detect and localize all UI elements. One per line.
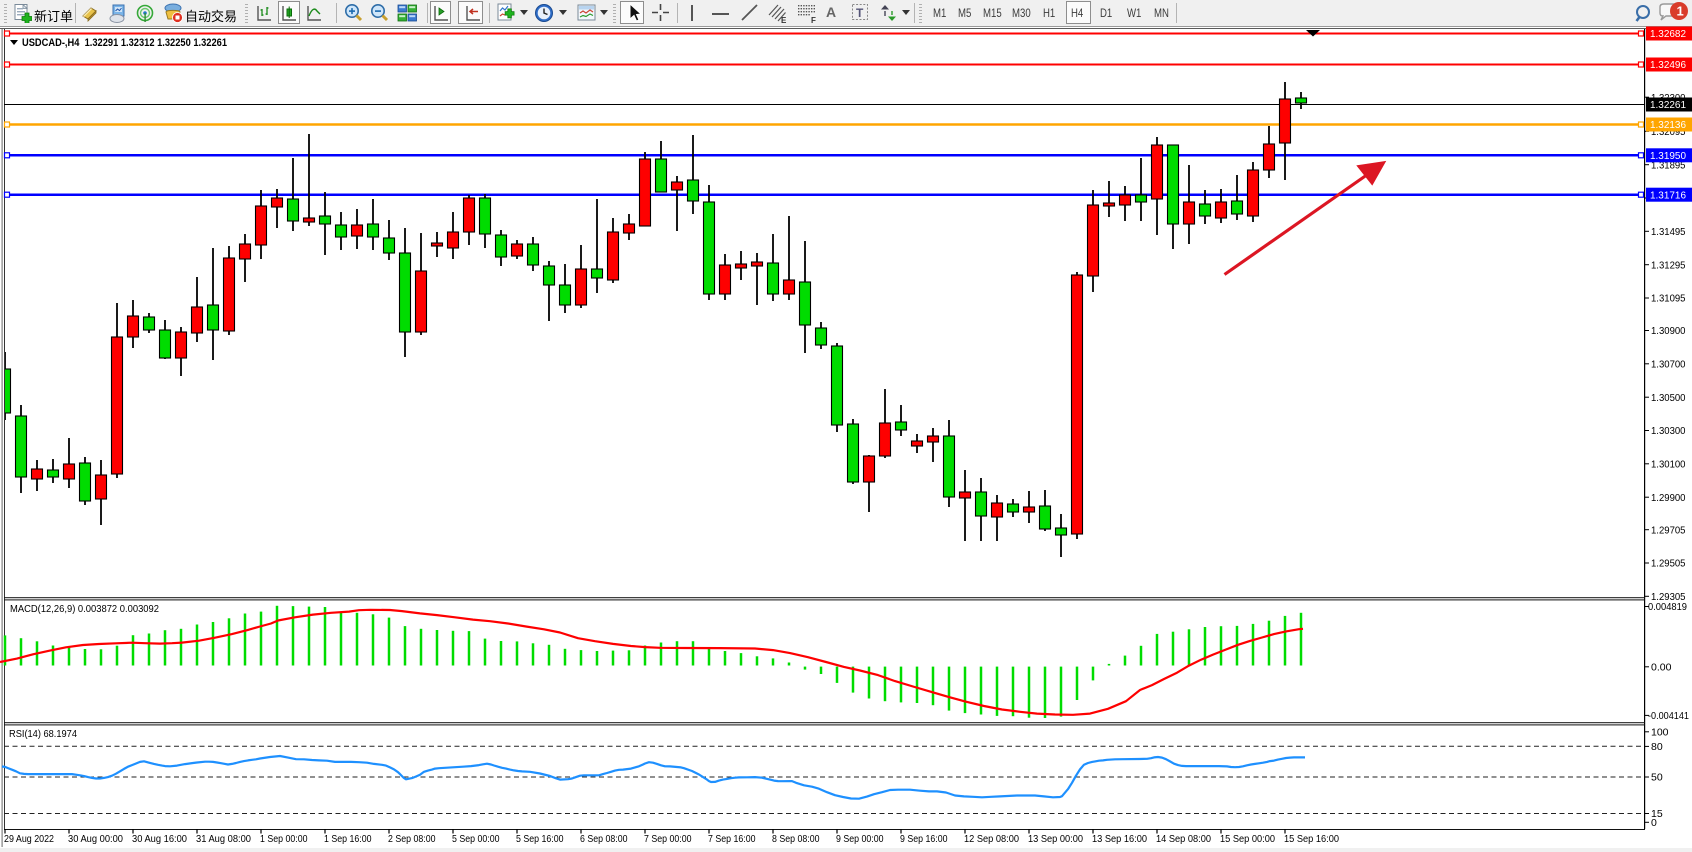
svg-text:1.31295: 1.31295 bbox=[1651, 259, 1686, 271]
svg-text:1.32496: 1.32496 bbox=[1650, 59, 1686, 71]
svg-text:1.30300: 1.30300 bbox=[1651, 425, 1686, 437]
svg-text:-0.004141: -0.004141 bbox=[1648, 710, 1689, 722]
svg-text:9 Sep 00:00: 9 Sep 00:00 bbox=[836, 833, 884, 845]
svg-text:15 Sep 00:00: 15 Sep 00:00 bbox=[1220, 833, 1275, 845]
svg-text:50: 50 bbox=[1651, 772, 1663, 784]
svg-text:1.31495: 1.31495 bbox=[1651, 226, 1686, 238]
svg-text:13 Sep 00:00: 13 Sep 00:00 bbox=[1028, 833, 1083, 845]
svg-text:1.30500: 1.30500 bbox=[1651, 392, 1686, 404]
svg-text:8 Sep 08:00: 8 Sep 08:00 bbox=[772, 833, 820, 845]
svg-text:1.32682: 1.32682 bbox=[1650, 28, 1686, 40]
svg-text:1.32136: 1.32136 bbox=[1650, 119, 1686, 131]
svg-text:1.30900: 1.30900 bbox=[1651, 325, 1686, 337]
svg-text:5 Sep 00:00: 5 Sep 00:00 bbox=[452, 833, 500, 845]
svg-text:USDCAD-,H4 1.32291 1.32312 1.: USDCAD-,H4 1.32291 1.32312 1.32250 1.322… bbox=[22, 37, 227, 49]
svg-text:1.31950: 1.31950 bbox=[1650, 150, 1686, 162]
svg-text:1.31095: 1.31095 bbox=[1651, 293, 1686, 305]
svg-text:7 Sep 16:00: 7 Sep 16:00 bbox=[708, 833, 756, 845]
svg-text:9 Sep 16:00: 9 Sep 16:00 bbox=[900, 833, 948, 845]
svg-text:12 Sep 08:00: 12 Sep 08:00 bbox=[964, 833, 1019, 845]
svg-text:0.004819: 0.004819 bbox=[1648, 601, 1687, 613]
svg-text:14 Sep 08:00: 14 Sep 08:00 bbox=[1156, 833, 1211, 845]
svg-text:15 Sep 16:00: 15 Sep 16:00 bbox=[1284, 833, 1339, 845]
svg-text:1.31895: 1.31895 bbox=[1651, 159, 1686, 171]
svg-text:1.29505: 1.29505 bbox=[1651, 558, 1686, 570]
svg-text:1.30700: 1.30700 bbox=[1651, 359, 1686, 371]
svg-text:E: E bbox=[781, 16, 787, 24]
svg-text:5 Sep 16:00: 5 Sep 16:00 bbox=[516, 833, 564, 845]
svg-text:T: T bbox=[856, 6, 864, 20]
svg-text:1.30100: 1.30100 bbox=[1651, 459, 1686, 471]
svg-text:1: 1 bbox=[1677, 4, 1684, 19]
svg-text:29 Aug 2022: 29 Aug 2022 bbox=[4, 833, 54, 845]
svg-text:13 Sep 16:00: 13 Sep 16:00 bbox=[1092, 833, 1147, 845]
svg-text:1 Sep 00:00: 1 Sep 00:00 bbox=[260, 833, 308, 845]
svg-text:1 Sep 16:00: 1 Sep 16:00 bbox=[324, 833, 372, 845]
svg-text:80: 80 bbox=[1651, 741, 1663, 753]
svg-text:MACD(12,26,9) 0.003872 0.00309: MACD(12,26,9) 0.003872 0.003092 bbox=[10, 603, 159, 615]
svg-text:1.32261: 1.32261 bbox=[1650, 99, 1686, 111]
svg-text:30 Aug 16:00: 30 Aug 16:00 bbox=[132, 833, 187, 845]
svg-text:2 Sep 08:00: 2 Sep 08:00 bbox=[388, 833, 436, 845]
svg-text:7 Sep 00:00: 7 Sep 00:00 bbox=[644, 833, 692, 845]
svg-text:15: 15 bbox=[1651, 808, 1663, 820]
svg-text:1.29305: 1.29305 bbox=[1651, 591, 1686, 603]
svg-text:6 Sep 08:00: 6 Sep 08:00 bbox=[580, 833, 628, 845]
svg-text:31 Aug 08:00: 31 Aug 08:00 bbox=[196, 833, 251, 845]
svg-text:1.29705: 1.29705 bbox=[1651, 524, 1686, 536]
svg-text:0: 0 bbox=[1651, 817, 1657, 829]
svg-text:F: F bbox=[811, 16, 816, 24]
svg-text:RSI(14) 68.1974: RSI(14) 68.1974 bbox=[9, 728, 77, 740]
svg-text:1.31716: 1.31716 bbox=[1650, 189, 1686, 201]
svg-text:1.29900: 1.29900 bbox=[1651, 492, 1686, 504]
svg-text:30 Aug 00:00: 30 Aug 00:00 bbox=[68, 833, 123, 845]
svg-text:100: 100 bbox=[1651, 727, 1669, 739]
svg-text:0.00: 0.00 bbox=[1651, 662, 1672, 674]
